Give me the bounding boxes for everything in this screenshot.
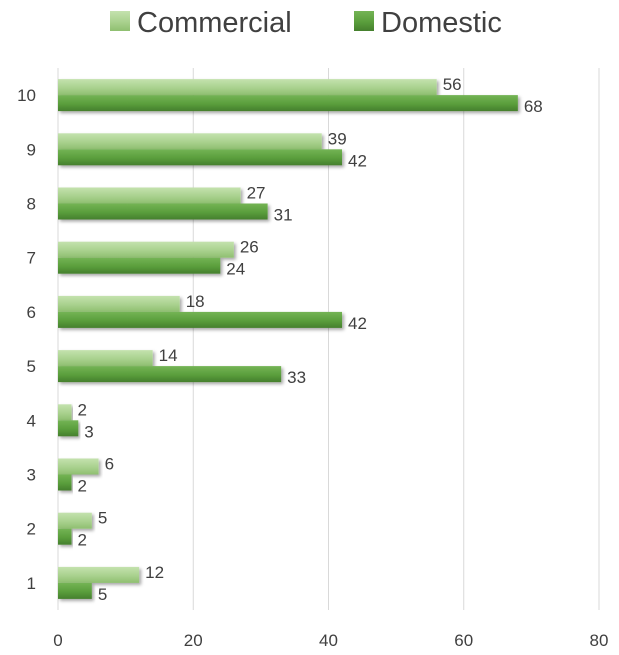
bar-commercial-4 — [58, 404, 72, 420]
y-tick-label: 2 — [27, 520, 36, 539]
y-tick-label: 5 — [27, 357, 36, 376]
data-label-domestic-5: 33 — [287, 368, 306, 387]
y-tick-label: 6 — [27, 303, 36, 322]
x-tick-label: 20 — [184, 631, 203, 650]
data-label-commercial-6: 18 — [186, 292, 205, 311]
data-label-commercial-9: 39 — [328, 129, 347, 148]
bar-domestic-9 — [58, 149, 342, 165]
data-label-commercial-3: 6 — [105, 455, 114, 474]
data-label-commercial-10: 56 — [443, 75, 462, 94]
y-tick-label: 4 — [27, 411, 36, 430]
bar-domestic-4 — [58, 420, 78, 436]
bar-domestic-1 — [58, 583, 92, 599]
bar-domestic-6 — [58, 312, 342, 328]
legend-swatch-commercial — [110, 11, 130, 31]
bar-commercial-6 — [58, 296, 180, 312]
data-label-commercial-1: 12 — [145, 563, 164, 582]
bar-commercial-10 — [58, 79, 437, 95]
x-tick-label: 80 — [590, 631, 609, 650]
data-label-domestic-8: 31 — [274, 206, 293, 225]
bar-commercial-8 — [58, 188, 241, 204]
legend-swatch-domestic — [354, 11, 374, 31]
data-label-domestic-6: 42 — [348, 314, 367, 333]
data-label-domestic-7: 24 — [226, 260, 245, 279]
data-label-commercial-7: 26 — [240, 238, 259, 257]
y-tick-label: 1 — [27, 574, 36, 593]
x-tick-label: 0 — [53, 631, 62, 650]
bar-commercial-7 — [58, 242, 234, 258]
x-tick-label: 60 — [454, 631, 473, 650]
data-label-commercial-5: 14 — [159, 346, 178, 365]
bar-domestic-7 — [58, 258, 220, 274]
x-axis-labels: 0 20 40 60 80 — [53, 631, 608, 650]
bar-domestic-2 — [58, 529, 72, 545]
y-axis-labels: 1 2 3 4 5 6 7 8 9 10 — [17, 86, 36, 593]
bar-commercial-9 — [58, 133, 322, 149]
bar-domestic-5 — [58, 366, 281, 382]
bar-commercial-2 — [58, 513, 92, 529]
bar-commercial-1 — [58, 567, 139, 583]
y-tick-label: 3 — [27, 466, 36, 485]
data-label-domestic-3: 2 — [78, 477, 87, 496]
data-label-domestic-4: 3 — [84, 422, 93, 441]
bar-domestic-10 — [58, 95, 518, 111]
y-tick-label: 7 — [27, 249, 36, 268]
legend-label-commercial: Commercial — [137, 7, 292, 39]
y-tick-label: 9 — [27, 140, 36, 159]
data-label-domestic-10: 68 — [524, 97, 543, 116]
data-label-commercial-4: 2 — [78, 400, 87, 419]
data-label-domestic-2: 2 — [78, 531, 87, 550]
data-label-commercial-2: 5 — [98, 509, 107, 528]
bar-commercial-3 — [58, 459, 99, 475]
data-label-domestic-9: 42 — [348, 151, 367, 170]
bars — [58, 79, 518, 599]
y-tick-label: 8 — [27, 195, 36, 214]
legend-label-domestic: Domestic — [381, 7, 502, 39]
bar-commercial-5 — [58, 350, 153, 366]
bar-domestic-8 — [58, 204, 268, 220]
x-tick-label: 40 — [319, 631, 338, 650]
legend: Commercial Domestic — [110, 7, 502, 39]
data-label-commercial-8: 27 — [247, 184, 266, 203]
bar-domestic-3 — [58, 475, 72, 491]
data-label-domestic-1: 5 — [98, 585, 107, 604]
y-tick-label: 10 — [17, 86, 36, 105]
